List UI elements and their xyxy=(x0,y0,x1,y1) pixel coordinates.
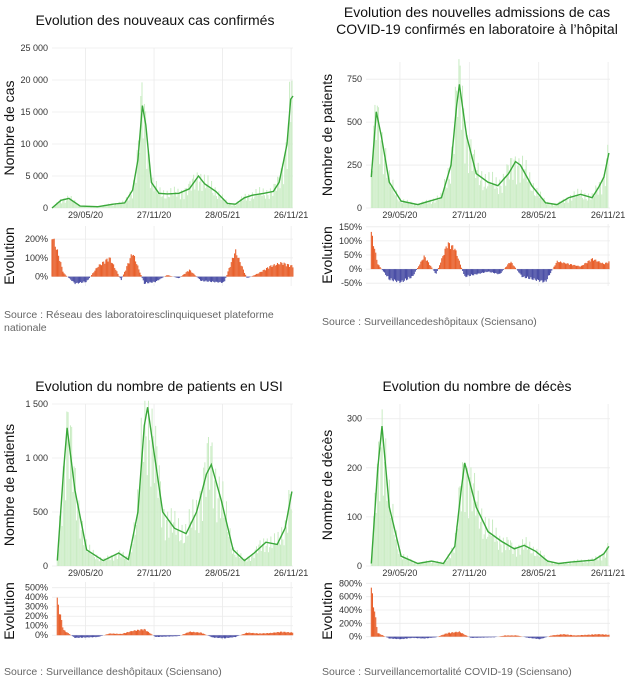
chart-title: Evolution du nombre de décès xyxy=(382,378,572,394)
evolution-bars xyxy=(56,597,294,639)
y-tick-label: 200% xyxy=(25,234,48,244)
y-tick-label: 300 xyxy=(347,414,362,424)
daily-bars xyxy=(370,409,609,566)
x-tick-label: 28/05/21 xyxy=(205,568,240,578)
y-tick-label: 15 000 xyxy=(20,107,48,117)
evolution-bars xyxy=(370,231,610,283)
y-tick-label: 1 500 xyxy=(25,399,48,409)
y-tick-label: 150% xyxy=(339,222,362,232)
chart-svg-icu: 1 500 1 000 500 0 Nombre de patients 29/05/20… xyxy=(1,399,308,640)
evolution-axis-label: Evolution xyxy=(1,227,17,285)
y-tick-label: 200 xyxy=(347,463,362,473)
y-tick-label: 500 xyxy=(347,117,362,127)
x-tick-label: 29/05/20 xyxy=(382,210,417,220)
chart-title: Evolution du nombre de patients en USI xyxy=(35,378,283,394)
y-tick-label: 0 xyxy=(43,561,48,571)
x-tick-label: 26/11/21 xyxy=(274,210,308,220)
x-tick-label: 27/11/20 xyxy=(452,568,486,578)
evolution-bars xyxy=(51,238,294,285)
series-line xyxy=(51,95,294,209)
series-line xyxy=(370,84,610,206)
chart-svg-cases: 25 000 20 000 15 000 10 000 5 000 0 Nombre de … xyxy=(1,43,308,286)
y-tick-label: 0% xyxy=(35,630,48,640)
y-axis-label: Nombre de patients xyxy=(1,424,17,546)
evolution-bars xyxy=(370,587,610,640)
chart-svg-admissions: 750 500 250 0 Nombre de patients 29/05/20 27/1… xyxy=(319,59,625,288)
y-tick-label: 25 000 xyxy=(20,43,48,53)
x-tick-label: 26/11/21 xyxy=(274,568,308,578)
evolution-axis-label: Evolution xyxy=(319,582,335,640)
x-tick-label: 28/05/21 xyxy=(205,210,240,220)
y-tick-label: 0 xyxy=(357,561,362,571)
y-tick-label: 600% xyxy=(339,592,362,602)
x-tick-label: 28/05/21 xyxy=(521,210,556,220)
y-tick-label: 50% xyxy=(344,250,362,260)
y-tick-label: 300% xyxy=(25,602,48,612)
series-line xyxy=(370,426,610,565)
chart-panel-icu: Evolution du nombre de patients en USI 1… xyxy=(0,342,318,684)
y-tick-label: 100% xyxy=(25,621,48,631)
x-tick-label: 29/05/20 xyxy=(68,210,103,220)
x-tick-label: 27/11/20 xyxy=(137,568,171,578)
y-tick-label: 1 000 xyxy=(25,453,48,463)
y-tick-label: 100 xyxy=(347,512,362,522)
y-tick-label: 0% xyxy=(349,632,362,642)
y-tick-label: 400% xyxy=(339,605,362,615)
chart-source: Source : Surveillance deshôpitaux (Scien… xyxy=(4,666,222,678)
chart-source: Source : Réseau des laboratoiresclinquiq… xyxy=(4,309,274,334)
x-tick-label: 26/11/21 xyxy=(591,568,625,578)
x-tick-label: 27/11/20 xyxy=(137,210,171,220)
evolution-axis-label: Evolution xyxy=(319,226,335,284)
y-tick-label: 100% xyxy=(25,253,48,263)
y-tick-label: 400% xyxy=(25,592,48,602)
evolution-axis-label: Evolution xyxy=(1,582,17,640)
chart-title: Evolution des nouveaux cas confirmés xyxy=(35,12,275,28)
y-tick-label: 5 000 xyxy=(25,171,48,181)
y-tick-label: 800% xyxy=(339,578,362,588)
y-axis-label: Nombre de cas xyxy=(1,81,17,176)
y-tick-label: 250 xyxy=(347,160,362,170)
chart-panel-cases: Evolution des nouveaux cas confirmés 25 … xyxy=(0,0,318,342)
y-axis-label: Nombre de patients xyxy=(319,74,335,196)
y-tick-label: 200% xyxy=(25,611,48,621)
y-tick-label: 20 000 xyxy=(20,75,48,85)
x-tick-label: 29/05/20 xyxy=(68,568,103,578)
x-tick-label: 28/05/21 xyxy=(521,568,556,578)
y-tick-label: 500% xyxy=(25,583,48,593)
chart-title-line-2: COVID-19 confirmés en laboratoire à l’hô… xyxy=(336,21,618,37)
y-tick-label: 0 xyxy=(357,203,362,213)
y-tick-label: 0% xyxy=(35,272,48,282)
y-axis-label: Nombre de décès xyxy=(319,430,335,541)
chart-source: Source : Surveillancedeshôpitaux (Sciens… xyxy=(322,316,537,328)
chart-svg-deaths: 300 200 100 0 Nombre de décès 29/05/20 27/11/2… xyxy=(319,404,625,642)
x-tick-label: 27/11/20 xyxy=(452,210,486,220)
chart-source: Source : Surveillancemortalité COVID-19 … xyxy=(322,666,572,678)
daily-bars xyxy=(56,400,292,566)
y-tick-label: 500 xyxy=(33,507,48,517)
chart-panel-deaths: Evolution du nombre de décès 300 200 100 0 N… xyxy=(318,342,636,684)
y-tick-label: -50% xyxy=(341,278,362,288)
y-tick-label: 0% xyxy=(349,264,362,274)
y-tick-label: 750 xyxy=(347,74,362,84)
x-tick-label: 29/05/20 xyxy=(382,568,417,578)
y-tick-label: 200% xyxy=(339,618,362,628)
y-tick-label: 10 000 xyxy=(20,139,48,149)
chart-title-line-1: Evolution des nouvelles admissions de ca… xyxy=(343,4,611,20)
y-tick-label: 100% xyxy=(339,236,362,246)
y-tick-label: 0 xyxy=(43,203,48,213)
daily-bars xyxy=(370,59,609,208)
x-tick-label: 26/11/21 xyxy=(591,210,625,220)
series-line xyxy=(56,407,293,562)
chart-panel-admissions: Evolution des nouvelles admissions de ca… xyxy=(318,0,636,342)
